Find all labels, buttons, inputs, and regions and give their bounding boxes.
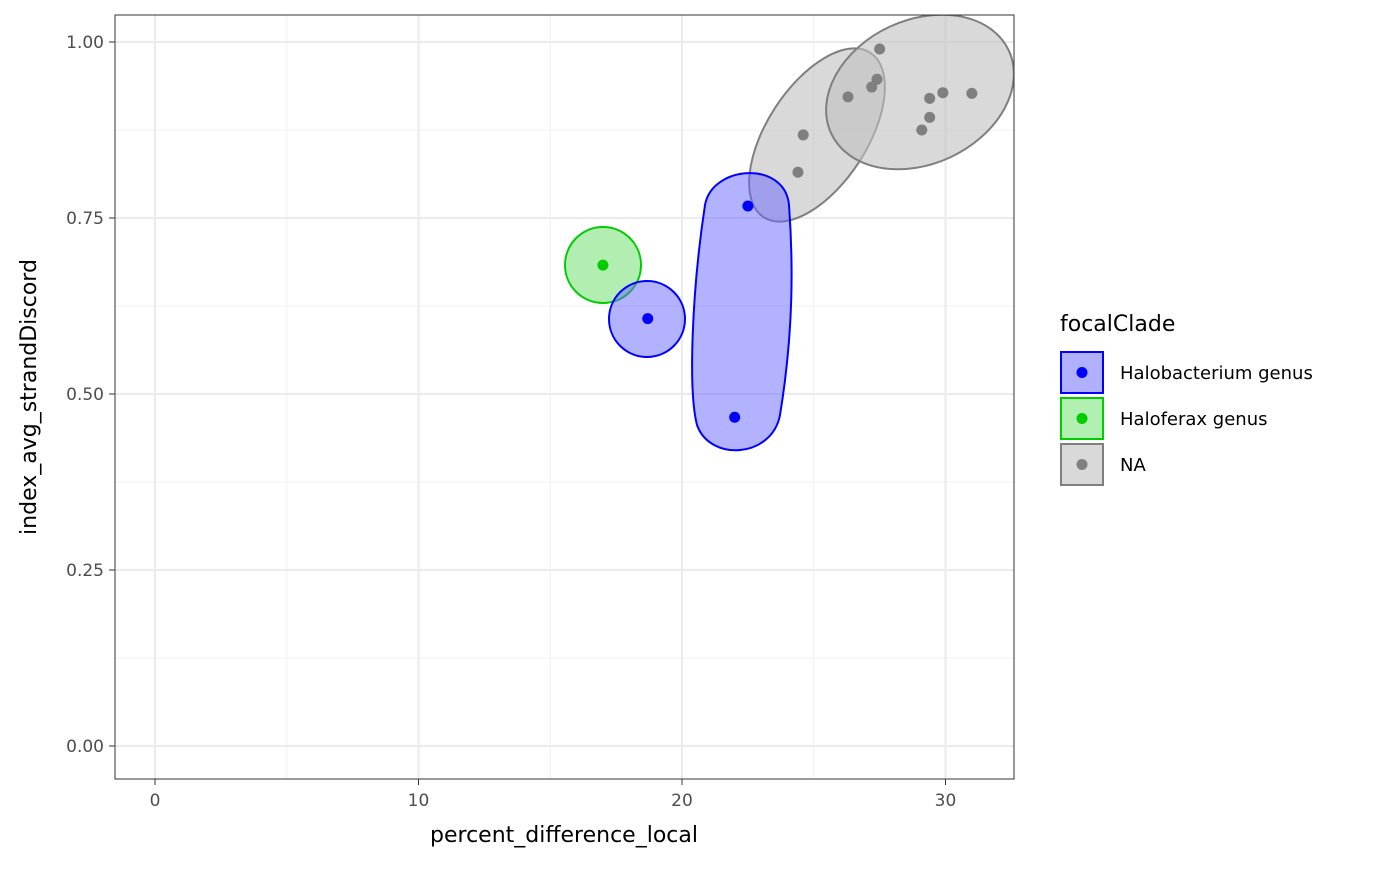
data-point — [792, 166, 804, 178]
legend-label: NA — [1120, 455, 1146, 476]
data-point — [642, 313, 654, 325]
x-tick-label: 20 — [671, 791, 693, 811]
legend-title: focalClade — [1060, 312, 1175, 337]
data-point — [842, 91, 854, 103]
data-point — [966, 87, 978, 99]
hull-na-2 — [825, 15, 1014, 171]
data-point — [866, 81, 878, 93]
y-tick-label: 1.00 — [66, 33, 104, 53]
legend-key-point — [1076, 367, 1088, 378]
y-tick-label: 0.75 — [66, 209, 104, 229]
legend-key-point — [1076, 459, 1088, 470]
x-axis-label: percent_difference_local — [430, 823, 698, 848]
data-point — [924, 111, 936, 123]
data-point — [937, 87, 949, 99]
data-point — [871, 73, 883, 85]
hull-halobacterium-2 — [691, 172, 793, 452]
data-point — [729, 411, 741, 423]
x-tick-label: 30 — [935, 791, 957, 811]
y-tick-label: 0.50 — [66, 385, 104, 405]
panel-border — [114, 14, 1015, 780]
data-point — [797, 129, 809, 141]
y-tick-label: 0.25 — [66, 561, 104, 581]
legend-label: Halobacterium genus — [1120, 363, 1313, 384]
points — [597, 43, 978, 423]
data-point — [874, 43, 886, 55]
y-axis-label: index_avg_strandDiscord — [17, 259, 42, 535]
legend-key — [1060, 397, 1104, 440]
legend: focalClade Halobacterium genus Haloferax … — [1060, 312, 1313, 486]
data-point — [742, 200, 754, 212]
y-tick-label: 0.00 — [66, 737, 104, 757]
data-point — [597, 259, 609, 271]
legend-label: Haloferax genus — [1120, 409, 1268, 430]
data-point — [916, 124, 928, 136]
x-tick-label: 0 — [150, 791, 161, 811]
x-tick-label: 10 — [408, 791, 430, 811]
axes: 0 10 20 30 0.00 0.25 0.50 0.75 1.00 — [66, 33, 956, 811]
data-point — [924, 92, 936, 104]
legend-key-point — [1076, 413, 1088, 424]
